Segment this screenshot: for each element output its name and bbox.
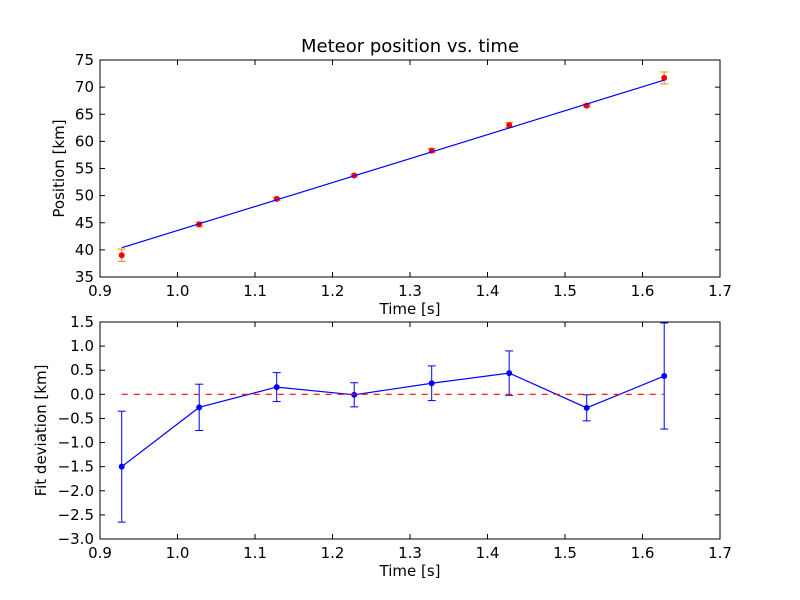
deviation-x-tick-label: 1.4 [476,544,500,562]
position-x-tick-label: 1.4 [476,282,500,300]
position-x-tick-label: 0.9 [88,282,112,300]
deviation-y-tick-label: −1.0 [58,434,94,452]
deviation-y-tick-label: −2.0 [58,482,94,500]
position-y-axis-label: Position [km] [50,119,68,217]
deviation-y-tick-label: −3.0 [58,530,94,548]
position-y-tick-label: 60 [75,132,94,150]
deviation-data-point [506,370,513,377]
position-series-1 [121,79,665,249]
position-x-tick-label: 1.1 [243,282,267,300]
deviation-y-tick-label: −2.5 [58,506,94,524]
position-data-point [661,74,668,81]
position-x-tick-label: 1.6 [631,282,655,300]
position-data-point [118,252,125,259]
deviation-data-point [583,404,590,411]
position-ticks: 0.9 1.0 1.1 1.2 1.3 1.4 1.5 1.6 1.7 35 40 45 50 55 60 6… [75,51,732,300]
position-y-tick-label: 40 [75,241,94,259]
deviation-y-tick-label: −0.5 [58,409,94,427]
deviation-x-tick-label: 1.1 [243,544,267,562]
deviation-plot-area [117,322,669,523]
position-x-tick-label: 1.7 [708,282,732,300]
deviation-data-point [273,384,280,391]
position-fit-line [121,79,665,249]
deviation-y-tick-label: −1.5 [58,458,94,476]
deviation-x-tick-label: 1.7 [708,544,732,562]
position-y-tick-label: 70 [75,78,94,96]
position-y-tick-label: 35 [75,268,94,286]
deviation-x-tick-label: 1.2 [321,544,345,562]
position-y-tick-label: 50 [75,187,94,205]
deviation-y-tick-label: 0.5 [70,361,94,379]
deviation-y-axis-label: Fit deviation [km] [32,365,50,497]
position-y-tick-label: 75 [75,51,94,69]
deviation-line-with-error [121,372,665,468]
deviation-panel: Time [s] Fit deviation [km] 0.9 1.0 1.1 1.2… [32,313,732,580]
deviation-data-point [661,373,668,380]
chart-title: Meteor position vs. time [301,36,519,57]
deviation-x-axis-label: Time [s] [379,562,441,580]
position-y-tick-label: 65 [75,105,94,123]
position-x-tick-label: 1.3 [398,282,422,300]
deviation-x-tick-label: 1.0 [166,544,190,562]
deviation-x-tick-label: 1.5 [553,544,577,562]
position-y-tick-label: 55 [75,160,94,178]
position-x-axis-label: Time [s] [379,300,441,318]
position-y-tick-label: 45 [75,214,94,232]
deviation-data-point [196,404,203,411]
position-x-tick-label: 1.0 [166,282,190,300]
deviation-data-point [428,380,435,387]
position-panel: Meteor position vs. time Time [s] Positi… [50,36,732,318]
deviation-ticks: 0.9 1.0 1.1 1.2 1.3 1.4 1.5 1.6 1.7 −3.0 −2.5 −2.0 −… [58,313,732,562]
position-x-tick-label: 1.5 [553,282,577,300]
deviation-x-tick-label: 0.9 [88,544,112,562]
position-plot-area [117,71,669,263]
deviation-y-tick-label: 1.0 [70,337,94,355]
deviation-series-0 [117,322,669,523]
deviation-y-tick-label: 1.5 [70,313,94,331]
deviation-x-tick-label: 1.3 [398,544,422,562]
deviation-x-tick-label: 1.6 [631,544,655,562]
deviation-data-point [118,463,125,470]
deviation-y-tick-label: 0.0 [70,385,94,403]
position-x-tick-label: 1.2 [321,282,345,300]
